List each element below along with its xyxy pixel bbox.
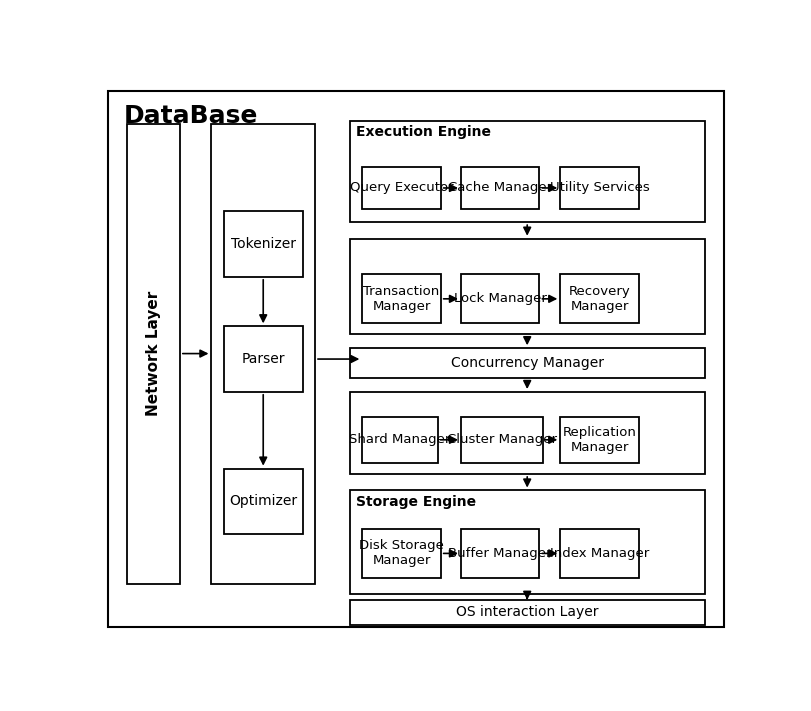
FancyBboxPatch shape [560,529,639,578]
Text: Optimizer: Optimizer [230,494,298,508]
FancyBboxPatch shape [363,417,438,463]
FancyBboxPatch shape [350,491,705,594]
FancyBboxPatch shape [350,239,705,334]
Text: Index Manager: Index Manager [550,547,649,560]
Text: DataBase: DataBase [123,105,258,129]
Text: Utility Services: Utility Services [550,181,650,195]
Text: Transaction
Manager: Transaction Manager [363,285,440,313]
Text: Storage Engine: Storage Engine [356,495,476,509]
FancyBboxPatch shape [560,168,639,208]
Text: Disk Storage
Manager: Disk Storage Manager [359,540,444,567]
Text: Tokenizer: Tokenizer [230,237,296,251]
Text: Shard Manager: Shard Manager [350,433,451,447]
Text: OS interaction Layer: OS interaction Layer [456,605,599,619]
FancyBboxPatch shape [224,469,303,534]
FancyBboxPatch shape [363,168,441,208]
Text: Execution Engine: Execution Engine [356,125,491,139]
Text: Parser: Parser [242,352,285,366]
Text: Concurrency Manager: Concurrency Manager [451,356,603,370]
Text: Query Executor: Query Executor [350,181,453,195]
FancyBboxPatch shape [224,326,303,392]
FancyBboxPatch shape [560,417,639,463]
FancyBboxPatch shape [127,124,180,584]
Text: Replication
Manager: Replication Manager [563,426,637,454]
Text: Cache Manager: Cache Manager [448,181,552,195]
FancyBboxPatch shape [350,348,705,378]
FancyBboxPatch shape [350,600,705,624]
FancyBboxPatch shape [461,529,539,578]
FancyBboxPatch shape [350,392,705,474]
FancyBboxPatch shape [363,529,441,578]
FancyBboxPatch shape [461,417,543,463]
FancyBboxPatch shape [560,274,639,324]
FancyBboxPatch shape [212,124,315,584]
FancyBboxPatch shape [350,121,705,223]
Text: Network Layer: Network Layer [146,291,161,416]
Text: Buffer Manager: Buffer Manager [448,547,552,560]
FancyBboxPatch shape [461,168,539,208]
Text: Lock Manager: Lock Manager [453,292,547,305]
Text: Recovery
Manager: Recovery Manager [569,285,630,313]
FancyBboxPatch shape [461,274,539,324]
FancyBboxPatch shape [363,274,441,324]
Text: Cluster Manager: Cluster Manager [447,433,556,447]
FancyBboxPatch shape [224,211,303,277]
